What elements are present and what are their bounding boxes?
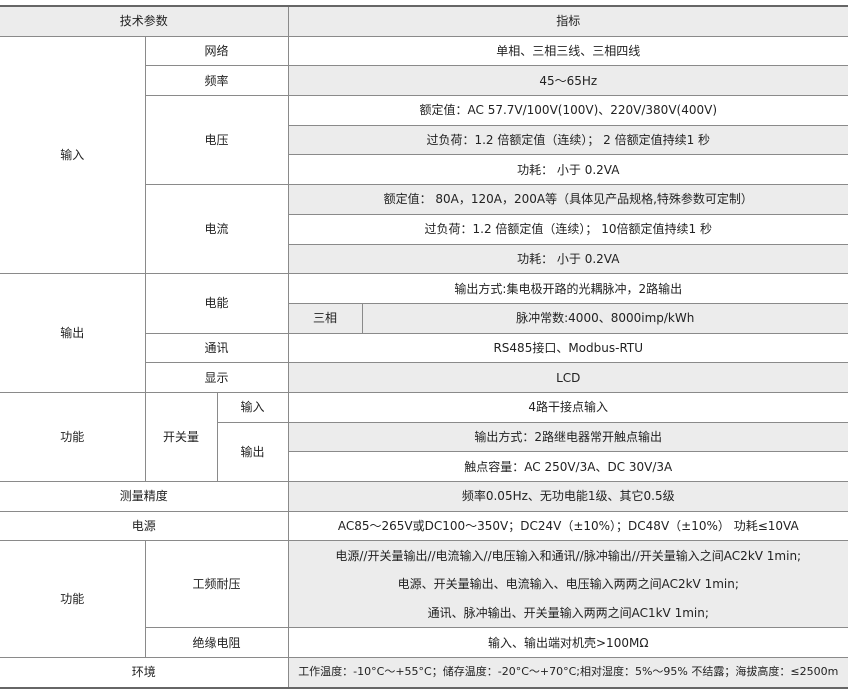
spec-table: 技术参数 指标 输入 网络 单相、三相三线、三相四线 频率 45～65Hz 电压… xyxy=(0,5,848,689)
param-value: 输出方式:集电极开路的光耦脉冲，2路输出 xyxy=(287,273,848,304)
param-value: 过负荷：1.2 倍额定值（连续）； 2 倍额定值持续1 秒 xyxy=(288,124,848,156)
phase-label: 三相 xyxy=(288,302,363,334)
table-header-row: 技术参数 指标 xyxy=(0,5,848,37)
param-label: 测量精度 xyxy=(0,481,289,512)
param-value: 额定值： 80A，120A，200A等（具体见产品规格,特殊参数可定制） xyxy=(287,184,848,215)
param-label: 网络 xyxy=(144,35,289,67)
param-label: 工频耐压 xyxy=(144,540,289,629)
table-row: 功耗： 小于 0.2VA xyxy=(0,243,848,275)
table-row: 电源、开关量输出、电流输入、电压输入两两之间AC2kV 1min; xyxy=(0,570,848,599)
param-label: 通讯 xyxy=(145,332,289,364)
param-label: 开关量 xyxy=(144,391,218,483)
table-row: 测量精度 频率0.05Hz、无功电能1级、其它0.5级 xyxy=(0,481,848,512)
param-value: 单相、三相三线、三相四线 xyxy=(287,35,848,67)
table-row: 功能 开关量 输入 4路干接点输入 xyxy=(0,391,848,483)
param-value: 功耗： 小于 0.2VA xyxy=(288,154,848,186)
group-output: 输出 xyxy=(0,273,146,393)
table-row: 过负荷：1.2 倍额定值（连续）； 10倍额定值持续1 秒 xyxy=(0,213,848,245)
param-label: 电源 xyxy=(0,510,289,542)
table-row: 三相 脉冲常数:4000、8000imp/kWh xyxy=(0,302,848,334)
param-value: 触点容量：AC 250V/3A、DC 30V/3A xyxy=(288,451,848,482)
param-label: 频率 xyxy=(145,65,289,97)
group-input: 输入 xyxy=(0,35,146,275)
param-value: AC85～265V或DC100～350V；DC24V（±10%）；DC48V（±… xyxy=(287,510,848,542)
sub-label: 输出 xyxy=(217,421,289,483)
param-value: 功耗： 小于 0.2VA xyxy=(288,243,848,275)
table-row: 过负荷：1.2 倍额定值（连续）； 2 倍额定值持续1 秒 xyxy=(0,124,848,156)
table-row: 电流 额定值： 80A，120A，200A等（具体见产品规格,特殊参数可定制） xyxy=(0,184,848,275)
table-row: 功耗： 小于 0.2VA xyxy=(0,154,848,186)
param-label: 绝缘电阻 xyxy=(145,627,289,659)
param-value: 输出方式：2路继电器常开触点输出 xyxy=(287,421,848,453)
header-param: 技术参数 xyxy=(0,5,289,37)
table-row: 显示 LCD xyxy=(0,362,848,393)
table-row: 通讯、脉冲输出、开关量输入两两之间AC1kV 1min; xyxy=(0,598,848,629)
param-label: 电能 xyxy=(144,273,289,334)
header-spec: 指标 xyxy=(287,5,848,37)
param-value: 45～65Hz xyxy=(287,65,848,97)
sub-label: 输入 xyxy=(216,391,289,423)
table-row: 环境 工作温度：-10°C～+55°C；储存温度：-20°C～+70°C;相对湿… xyxy=(0,657,848,689)
param-value: 输入、输出端对机壳>100MΩ xyxy=(287,627,848,659)
table-row: 输入 网络 单相、三相三线、三相四线 xyxy=(0,35,848,275)
param-value: 工作温度：-10°C～+55°C；储存温度：-20°C～+70°C;相对湿度：5… xyxy=(287,657,848,689)
param-value: 4路干接点输入 xyxy=(287,391,848,423)
param-value: 额定值：AC 57.7V/100V(100V)、220V/380V(400V) xyxy=(287,95,848,126)
table-row: 输出 电能 输出方式:集电极开路的光耦脉冲，2路输出 xyxy=(0,273,848,393)
table-row: 功能 工频耐压 电源//开关量输出//电流输入//电压输入和通讯//脉冲输出//… xyxy=(0,540,848,659)
param-value: 脉冲常数:4000、8000imp/kWh xyxy=(361,302,848,334)
table-row: 频率 45～65Hz xyxy=(0,65,848,97)
group-function: 功能 xyxy=(0,391,146,483)
param-value: 过负荷：1.2 倍额定值（连续）； 10倍额定值持续1 秒 xyxy=(288,213,848,245)
param-value: LCD xyxy=(287,362,848,393)
param-label: 环境 xyxy=(0,657,289,689)
param-value: RS485接口、Modbus-RTU xyxy=(287,332,848,364)
param-value: 电源、开关量输出、电流输入、电压输入两两之间AC2kV 1min; xyxy=(288,570,848,599)
param-label: 显示 xyxy=(145,362,289,393)
param-label: 电流 xyxy=(145,184,289,275)
table-row: 通讯 RS485接口、Modbus-RTU xyxy=(0,332,848,364)
group-safety: 功能 xyxy=(0,540,146,659)
param-label: 电压 xyxy=(145,95,289,186)
table-row: 电源 AC85～265V或DC100～350V；DC24V（±10%）；DC48… xyxy=(0,510,848,542)
param-value: 电源//开关量输出//电流输入//电压输入和通讯//脉冲输出//开关量输入之间A… xyxy=(287,540,848,571)
param-value: 频率0.05Hz、无功电能1级、其它0.5级 xyxy=(287,481,848,512)
table-row: 电压 额定值：AC 57.7V/100V(100V)、220V/380V(400… xyxy=(0,95,848,186)
table-row: 触点容量：AC 250V/3A、DC 30V/3A xyxy=(0,451,848,482)
param-value: 通讯、脉冲输出、开关量输入两两之间AC1kV 1min; xyxy=(288,598,848,629)
